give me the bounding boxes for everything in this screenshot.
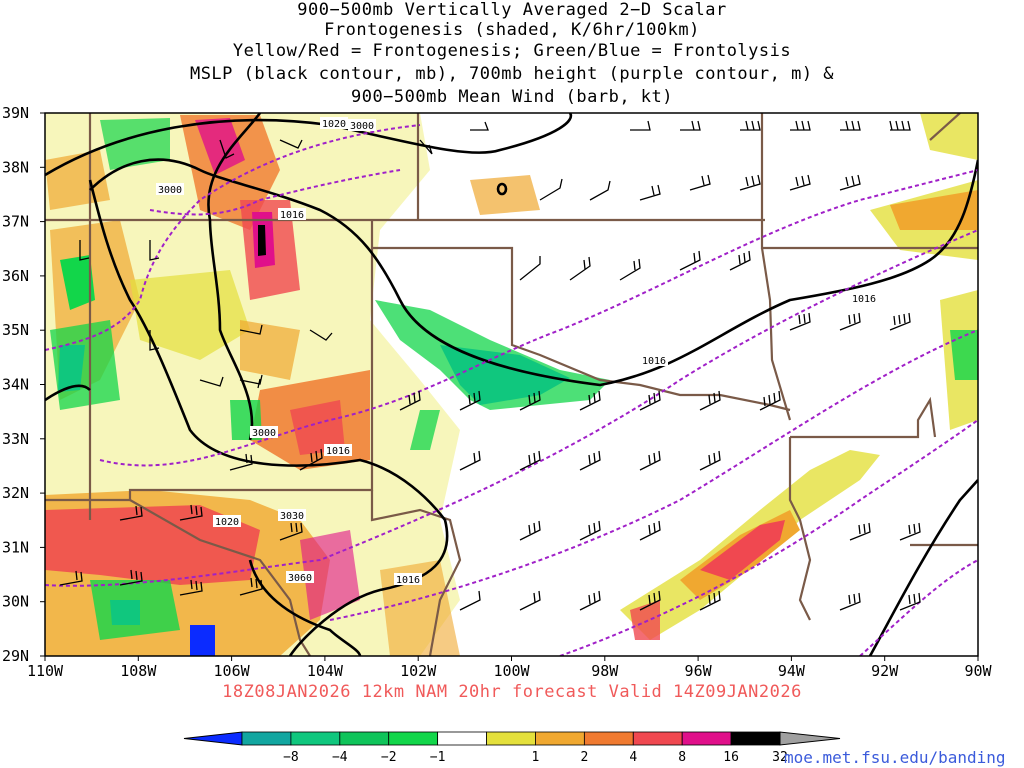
- mslp-contours: [45, 113, 978, 656]
- colorbar-swatch: [290, 731, 341, 746]
- mslp-label: 1020: [322, 119, 346, 130]
- height-label: 3000: [350, 121, 374, 132]
- mslp-label: 1016: [396, 575, 420, 586]
- mslp-label: 1016: [326, 446, 350, 457]
- colorbar-label: 1: [532, 750, 540, 765]
- lon-tick-label: 98W: [591, 662, 619, 680]
- colorbar-label: −4: [332, 750, 348, 765]
- colorbar-label: −2: [381, 750, 397, 765]
- credit-link[interactable]: moe.met.fsu.edu/banding: [784, 748, 1006, 767]
- contour-labels: 1020 3000 3000 1016 1016 1016 3000 1016 …: [156, 117, 878, 586]
- lon-tick-label: 106W: [214, 662, 251, 680]
- colorbar-swatch: [241, 731, 292, 746]
- colorbar-max-arrow: [779, 731, 841, 746]
- valid-time-label: 18Z08JAN2026 12km NAM 20hr forecast Vali…: [222, 682, 802, 702]
- colorbar-label: −1: [430, 750, 446, 765]
- colorbar-swatch: [730, 731, 781, 746]
- height-contours: [45, 124, 978, 656]
- mslp-label: 1020: [215, 517, 239, 528]
- lat-tick-label: 37N: [2, 213, 29, 231]
- lat-tick-label: 33N: [2, 430, 29, 448]
- colorbar-label: 2: [580, 750, 588, 765]
- height-label: 3060: [288, 573, 312, 584]
- state-borders: [45, 113, 978, 656]
- title-line-2: Frontogenesis (shaded, K/6hr/100km): [324, 20, 700, 40]
- lat-tick-label: 32N: [2, 484, 29, 502]
- latitude-axis: 39N 38N 37N 36N 35N 34N 33N 32N 31N 30N 29N: [2, 104, 45, 665]
- lat-tick-label: 31N: [2, 538, 29, 556]
- lat-tick-label: 35N: [2, 321, 29, 339]
- colorbar-swatch: [583, 731, 634, 746]
- lon-tick-label: 92W: [871, 662, 899, 680]
- title-line-5: 900−500mb Mean Wind (barb, kt): [350, 87, 674, 107]
- lat-tick-label: 30N: [2, 593, 29, 611]
- colorbar-swatch: [486, 731, 536, 746]
- colorbar-label: 16: [723, 750, 739, 765]
- colorbar-swatch: [339, 731, 390, 746]
- mslp-label: 1016: [280, 210, 304, 221]
- lon-tick-label: 90W: [964, 662, 992, 680]
- colorbar-label: 8: [678, 750, 686, 765]
- lon-tick-label: 96W: [685, 662, 713, 680]
- colorbar-swatch: [535, 731, 585, 746]
- longitude-axis: 110W 108W 106W 104W 102W 100W 98W 96W 94W 92W 90W: [27, 656, 993, 680]
- height-label: 3000: [252, 428, 276, 439]
- height-label: 3000: [158, 185, 182, 196]
- frontogenesis-shading: [45, 113, 978, 656]
- colorbar-label: −8: [283, 750, 299, 765]
- colorbar-swatch: [632, 731, 683, 746]
- lon-tick-label: 94W: [778, 662, 806, 680]
- colorbar: −8 −4 −2 −1 1 2 4 8 16 32: [183, 731, 841, 765]
- colorbar-swatch: [681, 731, 732, 746]
- lat-tick-label: 39N: [2, 104, 29, 122]
- lon-tick-label: 110W: [27, 662, 64, 680]
- lat-tick-label: 38N: [2, 158, 29, 176]
- lon-tick-label: 104W: [307, 662, 344, 680]
- lat-tick-label: 34N: [2, 376, 29, 394]
- wind-barbs: [59, 120, 921, 611]
- lon-tick-label: 102W: [400, 662, 437, 680]
- colorbar-label: 32: [772, 750, 788, 765]
- title-line-4: MSLP (black contour, mb), 700mb height (…: [189, 64, 835, 84]
- map-panel: 1020 3000 3000 1016 1016 1016 3000 1016 …: [45, 113, 978, 656]
- height-label: 3030: [280, 511, 304, 522]
- colorbar-label: 4: [629, 750, 637, 765]
- title-line-3: Yellow/Red = Frontogenesis; Green/Blue =…: [232, 41, 792, 61]
- colorbar-swatch: [388, 731, 439, 746]
- lat-tick-label: 29N: [2, 647, 29, 665]
- lat-tick-label: 36N: [2, 267, 29, 285]
- colorbar-swatch: [437, 731, 487, 746]
- title-line-1: 900−500mb Vertically Averaged 2−D Scalar: [297, 0, 727, 20]
- lon-tick-label: 108W: [120, 662, 157, 680]
- mslp-label: 1016: [642, 356, 666, 367]
- mslp-label: 1016: [852, 294, 876, 305]
- colorbar-min-arrow: [183, 731, 243, 746]
- lon-tick-label: 100W: [493, 662, 530, 680]
